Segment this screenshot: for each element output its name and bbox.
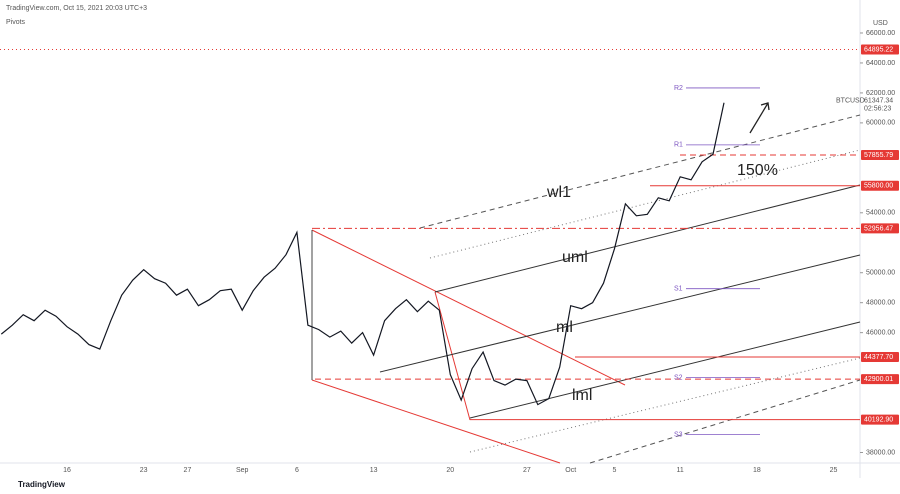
price-tag-label: 64895.22 bbox=[864, 46, 893, 53]
price-tag bbox=[861, 374, 899, 385]
indicator-name: Pivots bbox=[6, 19, 26, 26]
annotation: 150% bbox=[737, 162, 778, 179]
pivot-label: S1 bbox=[674, 286, 683, 293]
y-tick-label: 50000.00 bbox=[866, 270, 895, 277]
footer-logo: TradingView bbox=[18, 480, 66, 489]
symbol-label: BTCUSD bbox=[836, 98, 865, 105]
price-tag-label: 55800.00 bbox=[864, 183, 893, 190]
price-tag-label: 40192.90 bbox=[864, 416, 893, 423]
price-tag-label: 52956.47 bbox=[864, 225, 893, 232]
y-tick-label: 64000.00 bbox=[866, 60, 895, 67]
warning-line bbox=[589, 379, 861, 464]
currency: USD bbox=[873, 20, 888, 27]
y-tick-label: 48000.00 bbox=[866, 300, 895, 307]
arrow bbox=[749, 102, 769, 134]
price-line bbox=[0, 102, 725, 406]
x-tick-label: Oct bbox=[565, 467, 576, 474]
pivot-label: S2 bbox=[674, 374, 683, 381]
annotation: ml bbox=[556, 319, 573, 336]
x-tick-label: 27 bbox=[523, 467, 531, 474]
y-tick-label: 60000.00 bbox=[866, 120, 895, 127]
annotation: uml bbox=[562, 249, 588, 266]
price-tag-label: 42900.01 bbox=[864, 376, 893, 383]
price-tag bbox=[861, 351, 899, 362]
pitchfork-median bbox=[379, 254, 861, 373]
x-tick-label: 5 bbox=[613, 467, 617, 474]
arrow-head bbox=[760, 102, 770, 111]
x-tick-label: 20 bbox=[446, 467, 454, 474]
y-tick-label: 38000.00 bbox=[866, 449, 895, 456]
x-tick-label: 25 bbox=[830, 467, 838, 474]
x-tick-label: 6 bbox=[295, 467, 299, 474]
last-price-label: 61347.34 bbox=[864, 98, 893, 105]
y-tick-label: 54000.00 bbox=[866, 210, 895, 217]
x-tick-label: 13 bbox=[370, 467, 378, 474]
price-tag bbox=[861, 150, 899, 161]
y-tick-label: 46000.00 bbox=[866, 329, 895, 336]
pivot-label: R1 bbox=[674, 142, 683, 149]
x-tick-label: 16 bbox=[63, 467, 71, 474]
pitchfork-upper bbox=[434, 184, 861, 293]
price-tag bbox=[861, 180, 899, 191]
x-tick-label: 18 bbox=[753, 467, 761, 474]
y-tick-label: 62000.00 bbox=[866, 90, 895, 97]
trend-line bbox=[311, 379, 561, 464]
x-tick-label: Sep bbox=[236, 467, 249, 474]
price-tag-label: 57855.79 bbox=[864, 152, 893, 159]
x-tick-label: 27 bbox=[184, 467, 192, 474]
warning-line bbox=[419, 114, 861, 229]
price-tag bbox=[861, 44, 899, 55]
price-tag bbox=[861, 223, 899, 234]
annotation: wl1 bbox=[546, 184, 571, 201]
pivot-label: S3 bbox=[674, 431, 683, 438]
dotted-line bbox=[469, 357, 861, 453]
price-tag bbox=[861, 414, 899, 425]
pivot-label: R2 bbox=[674, 85, 683, 92]
price-tag-label: 44377.70 bbox=[864, 354, 893, 361]
y-tick-label: 66000.00 bbox=[866, 30, 895, 37]
pitchfork-lower bbox=[469, 321, 861, 419]
drawings bbox=[311, 102, 861, 464]
x-tick-label: 23 bbox=[140, 467, 148, 474]
header: TradingView.com, Oct 15, 2021 20:03 UTC+… bbox=[6, 5, 147, 12]
countdown: 02:56:23 bbox=[864, 106, 891, 113]
trend-line bbox=[311, 229, 626, 386]
trend-line bbox=[434, 291, 471, 421]
annotation: lml bbox=[572, 387, 592, 404]
x-tick-label: 11 bbox=[677, 467, 684, 474]
